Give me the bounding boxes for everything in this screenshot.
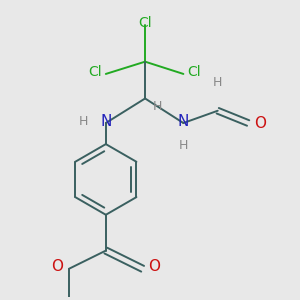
Text: H: H: [153, 100, 162, 113]
Text: N: N: [178, 113, 189, 128]
Text: H: H: [79, 115, 88, 128]
Text: Cl: Cl: [138, 16, 152, 30]
Text: H: H: [179, 139, 188, 152]
Text: O: O: [254, 116, 266, 130]
Text: O: O: [51, 259, 63, 274]
Text: N: N: [100, 113, 112, 128]
Text: Cl: Cl: [187, 65, 201, 79]
Text: O: O: [148, 259, 160, 274]
Text: Cl: Cl: [88, 65, 102, 79]
Text: H: H: [213, 76, 222, 89]
